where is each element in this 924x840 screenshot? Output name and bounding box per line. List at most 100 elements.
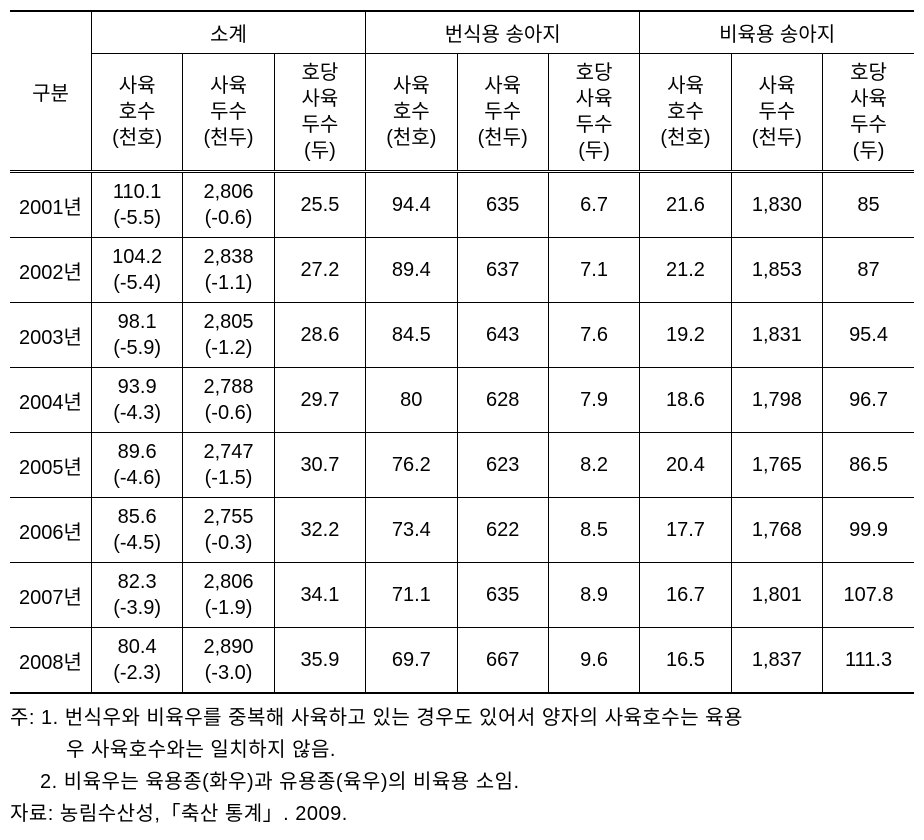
subheader-text: 호당사육두수(두) bbox=[576, 62, 613, 162]
data-cell: 7.9 bbox=[548, 368, 639, 433]
data-cell: 89.6(-4.6) bbox=[91, 433, 182, 498]
note-line: 주: 1. 번식우와 비육우를 중복해 사육하고 있는 경우도 있어서 양자의 … bbox=[10, 702, 914, 734]
data-cell: 637 bbox=[457, 238, 548, 303]
data-cell: 2,806(-0.6) bbox=[183, 172, 274, 238]
data-cell: 21.6 bbox=[640, 172, 731, 238]
data-cell: 6.7 bbox=[548, 172, 639, 238]
data-cell: 85 bbox=[823, 172, 914, 238]
data-cell: 110.1(-5.5) bbox=[91, 172, 182, 238]
subheader-col: 사육두수(천두) bbox=[731, 54, 822, 172]
data-cell: 86.5 bbox=[823, 433, 914, 498]
note-line: 2. 비육우는 육용종(화우)과 유용종(육우)의 비육용 소임. bbox=[10, 766, 914, 798]
data-cell: 107.8 bbox=[823, 563, 914, 628]
data-cell: 622 bbox=[457, 498, 548, 563]
data-cell: 16.7 bbox=[640, 563, 731, 628]
data-cell: 1,830 bbox=[731, 172, 822, 238]
data-cell: 21.2 bbox=[640, 238, 731, 303]
data-cell: 80.4(-2.3) bbox=[91, 628, 182, 694]
data-cell: 8.5 bbox=[548, 498, 639, 563]
data-cell: 94.4 bbox=[366, 172, 457, 238]
table-row: 2003년98.1(-5.9)2,805(-1.2)28.684.56437.6… bbox=[10, 303, 914, 368]
header-category: 구분 bbox=[10, 11, 91, 172]
data-cell: 635 bbox=[457, 563, 548, 628]
data-cell: 85.6(-4.5) bbox=[91, 498, 182, 563]
subheader-col: 사육호수(천호) bbox=[91, 54, 182, 172]
subheader-text: 사육호수(천호) bbox=[660, 75, 710, 149]
data-cell: 2,805(-1.2) bbox=[183, 303, 274, 368]
data-cell: 80 bbox=[366, 368, 457, 433]
table-row: 2007년82.3(-3.9)2,806(-1.9)34.171.16358.9… bbox=[10, 563, 914, 628]
table-row: 2002년104.2(-5.4)2,838(-1.1)27.289.46377.… bbox=[10, 238, 914, 303]
subheader-text: 호당사육두수(두) bbox=[850, 62, 887, 162]
data-cell: 28.6 bbox=[274, 303, 365, 368]
data-cell: 2,838(-1.1) bbox=[183, 238, 274, 303]
data-cell: 9.6 bbox=[548, 628, 639, 694]
data-cell: 19.2 bbox=[640, 303, 731, 368]
subheader-text: 사육호수(천호) bbox=[112, 75, 162, 149]
subheader-text: 사육두수(천두) bbox=[203, 75, 253, 149]
data-cell: 32.2 bbox=[274, 498, 365, 563]
year-cell: 2006년 bbox=[10, 498, 91, 563]
year-cell: 2001년 bbox=[10, 172, 91, 238]
table-row: 2006년85.6(-4.5)2,755(-0.3)32.273.46228.5… bbox=[10, 498, 914, 563]
data-cell: 93.9(-4.3) bbox=[91, 368, 182, 433]
data-cell: 628 bbox=[457, 368, 548, 433]
data-cell: 2,747(-1.5) bbox=[183, 433, 274, 498]
data-cell: 84.5 bbox=[366, 303, 457, 368]
data-cell: 29.7 bbox=[274, 368, 365, 433]
subheader-col: 사육두수(천두) bbox=[183, 54, 274, 172]
table-row: 2001년110.1(-5.5)2,806(-0.6)25.594.46356.… bbox=[10, 172, 914, 238]
data-cell: 1,837 bbox=[731, 628, 822, 694]
data-cell: 17.7 bbox=[640, 498, 731, 563]
data-cell: 76.2 bbox=[366, 433, 457, 498]
subheader-col: 호당사육두수(두) bbox=[274, 54, 365, 172]
year-cell: 2004년 bbox=[10, 368, 91, 433]
data-cell: 1,801 bbox=[731, 563, 822, 628]
table-body: 2001년110.1(-5.5)2,806(-0.6)25.594.46356.… bbox=[10, 172, 914, 694]
header-subtotal: 소계 bbox=[91, 11, 365, 54]
subheader-text: 사육두수(천두) bbox=[752, 75, 802, 149]
year-cell: 2003년 bbox=[10, 303, 91, 368]
data-cell: 7.6 bbox=[548, 303, 639, 368]
data-cell: 111.3 bbox=[823, 628, 914, 694]
data-cell: 7.1 bbox=[548, 238, 639, 303]
data-cell: 34.1 bbox=[274, 563, 365, 628]
data-cell: 99.9 bbox=[823, 498, 914, 563]
data-cell: 87 bbox=[823, 238, 914, 303]
data-cell: 8.9 bbox=[548, 563, 639, 628]
subheader-text: 사육호수(천호) bbox=[386, 75, 436, 149]
data-cell: 69.7 bbox=[366, 628, 457, 694]
table-row: 2005년89.6(-4.6)2,747(-1.5)30.776.26238.2… bbox=[10, 433, 914, 498]
table-notes: 주: 1. 번식우와 비육우를 중복해 사육하고 있는 경우도 있어서 양자의 … bbox=[10, 702, 914, 830]
data-cell: 1,768 bbox=[731, 498, 822, 563]
data-cell: 2,890(-3.0) bbox=[183, 628, 274, 694]
data-cell: 95.4 bbox=[823, 303, 914, 368]
data-cell: 104.2(-5.4) bbox=[91, 238, 182, 303]
data-cell: 2,788(-0.6) bbox=[183, 368, 274, 433]
cattle-stats-table: 구분 소계 번식용 송아지 비육용 송아지 사육호수(천호) 사육두수(천두) … bbox=[10, 10, 914, 694]
data-cell: 73.4 bbox=[366, 498, 457, 563]
data-cell: 27.2 bbox=[274, 238, 365, 303]
year-cell: 2007년 bbox=[10, 563, 91, 628]
year-cell: 2002년 bbox=[10, 238, 91, 303]
data-cell: 2,806(-1.9) bbox=[183, 563, 274, 628]
data-cell: 1,765 bbox=[731, 433, 822, 498]
subheader-col: 사육호수(천호) bbox=[366, 54, 457, 172]
data-cell: 1,831 bbox=[731, 303, 822, 368]
data-cell: 635 bbox=[457, 172, 548, 238]
data-cell: 82.3(-3.9) bbox=[91, 563, 182, 628]
data-cell: 8.2 bbox=[548, 433, 639, 498]
table-row: 2008년80.4(-2.3)2,890(-3.0)35.969.76679.6… bbox=[10, 628, 914, 694]
subheader-text: 사육두수(천두) bbox=[478, 75, 528, 149]
year-cell: 2008년 bbox=[10, 628, 91, 694]
data-cell: 25.5 bbox=[274, 172, 365, 238]
data-cell: 18.6 bbox=[640, 368, 731, 433]
subheader-col: 호당사육두수(두) bbox=[548, 54, 639, 172]
source-line: 자료: 농림수산성,「축산 통계」. 2009. bbox=[10, 798, 914, 830]
header-fattening: 비육용 송아지 bbox=[640, 11, 914, 54]
data-cell: 1,853 bbox=[731, 238, 822, 303]
data-cell: 1,798 bbox=[731, 368, 822, 433]
data-cell: 71.1 bbox=[366, 563, 457, 628]
year-cell: 2005년 bbox=[10, 433, 91, 498]
data-cell: 16.5 bbox=[640, 628, 731, 694]
